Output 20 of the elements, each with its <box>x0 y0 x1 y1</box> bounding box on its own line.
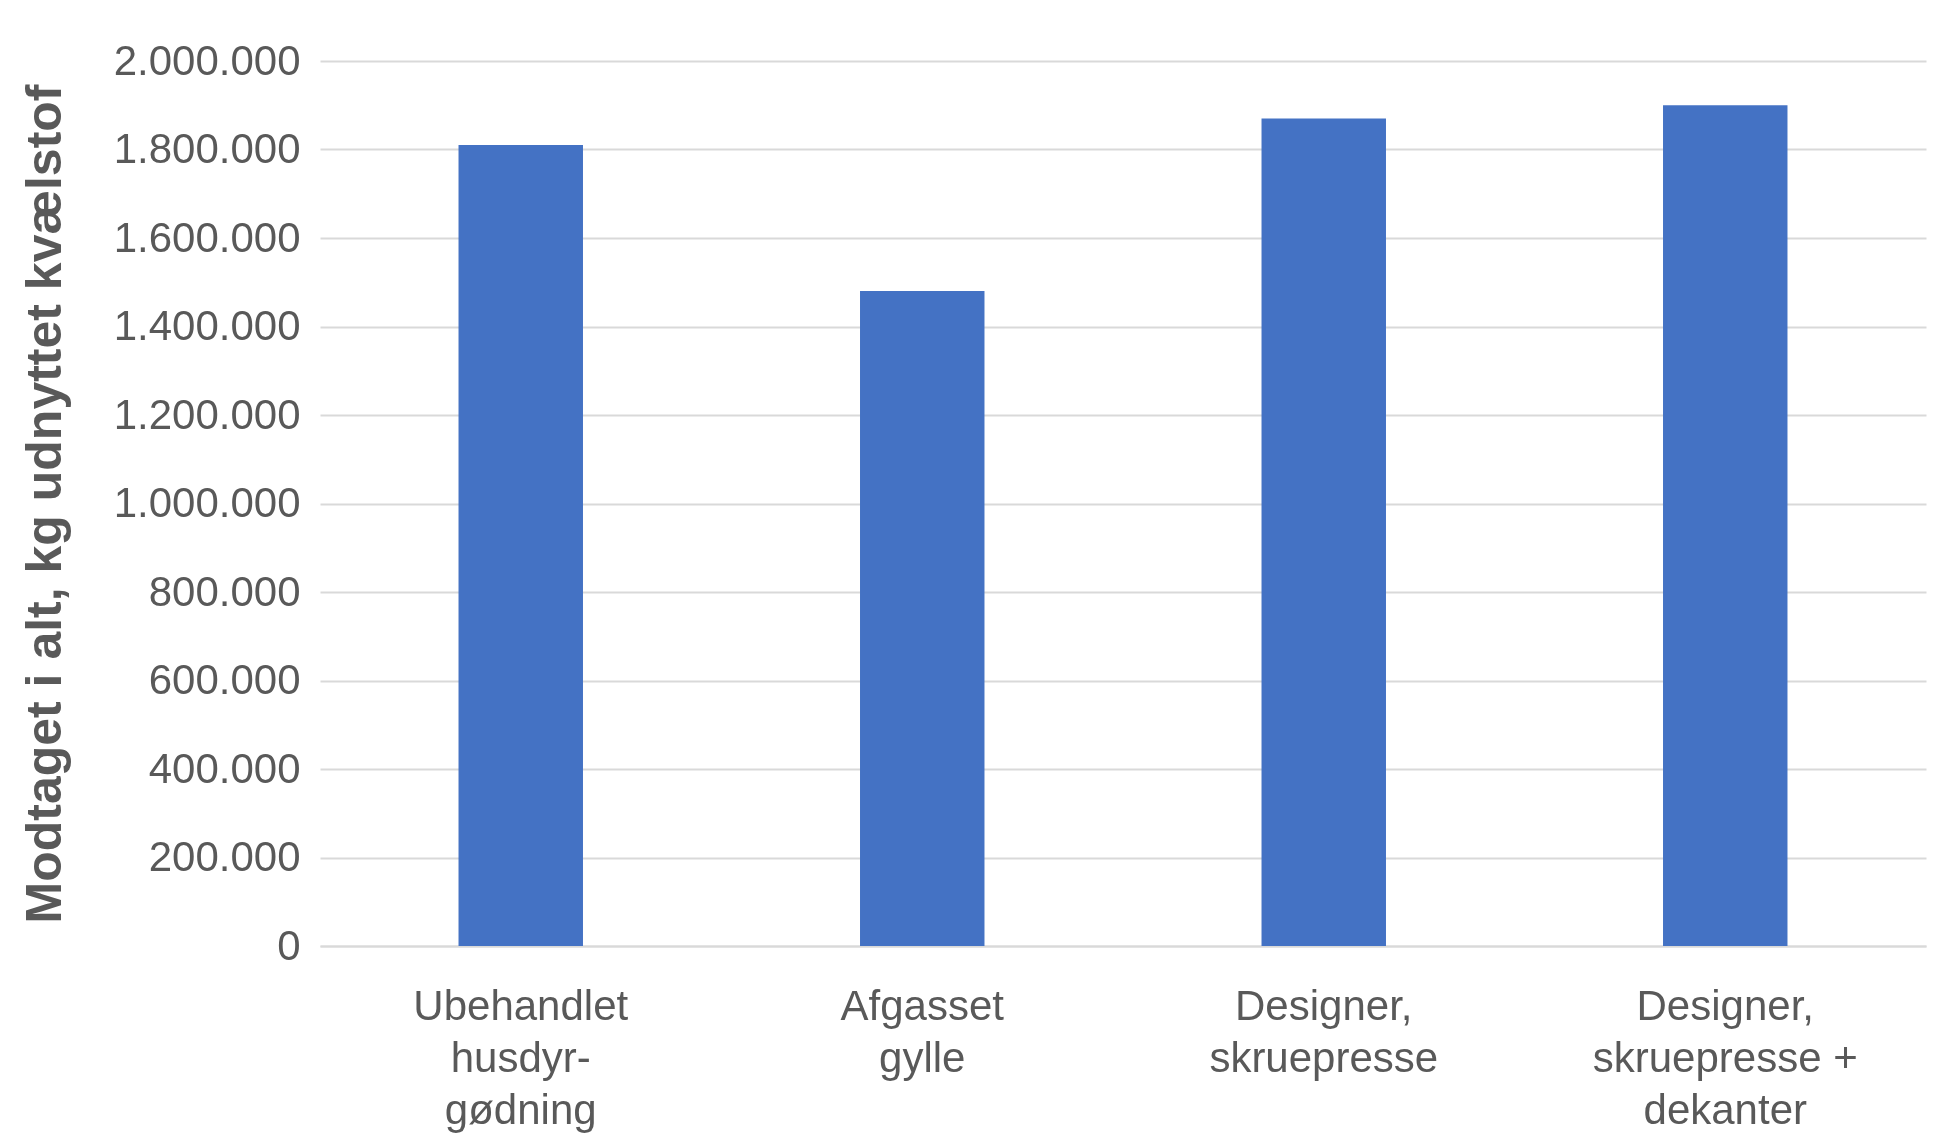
bar <box>458 145 583 946</box>
y-tick-label: 1.800.000 <box>113 125 301 172</box>
x-tick-label: Designer, skruepresse + dekanter <box>1592 981 1858 1133</box>
y-tick-label: 800.000 <box>148 567 301 615</box>
y-tick-label: 2.000.000 <box>113 36 301 84</box>
y-tick-label: 600.000 <box>148 656 301 703</box>
y-tick-label: 0 <box>277 921 301 969</box>
x-tick-label: Afgasset gylle <box>840 981 1005 1081</box>
y-tick-label: 1.600.000 <box>113 213 301 261</box>
x-tick-label: Designer, skruepresse <box>1209 981 1439 1081</box>
y-tick-label: 1.200.000 <box>113 390 301 438</box>
y-tick-label: 400.000 <box>148 744 301 792</box>
y-axis-title: Modtaget i alt, kg udnyttet kvælstof <box>15 84 72 924</box>
x-tick-label: Ubehandlet husdyr- gødning <box>413 981 629 1133</box>
y-tick-label: 1.400.000 <box>113 302 301 349</box>
bar <box>1261 118 1386 946</box>
y-tick-label: 1.000.000 <box>113 479 301 526</box>
bar <box>860 291 985 946</box>
bar <box>1663 105 1788 946</box>
y-tick-label: 200.000 <box>148 833 301 880</box>
